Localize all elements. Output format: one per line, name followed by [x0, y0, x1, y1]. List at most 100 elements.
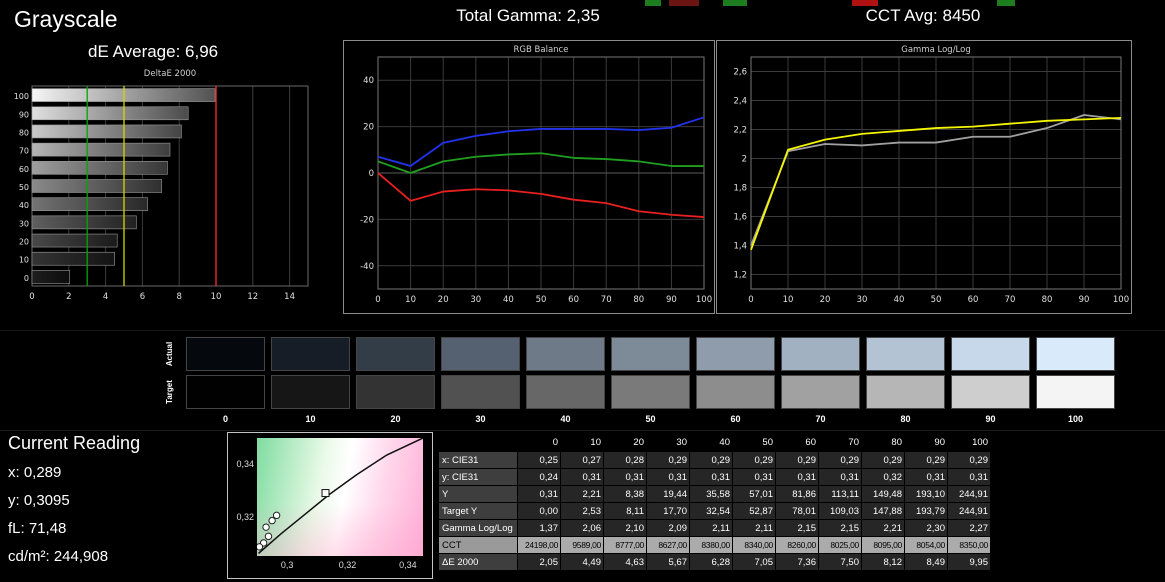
table-column-header: 60	[776, 433, 818, 451]
svg-text:0: 0	[29, 292, 34, 302]
svg-text:40: 40	[503, 295, 514, 305]
swatch-column-label: 0	[222, 414, 228, 424]
swatch-column-label: 10	[305, 414, 316, 424]
table-cell: 0,28	[604, 452, 646, 468]
table-row-label: x: CIE31	[439, 452, 517, 468]
swatch-column-label: 20	[390, 414, 401, 424]
svg-text:0: 0	[748, 295, 753, 305]
table-cell: 0,31	[518, 486, 560, 502]
table-cell: 81,86	[776, 486, 818, 502]
table-cell: 2,11	[733, 520, 775, 536]
table-cell: 244,91	[948, 486, 990, 502]
table-cell: 0,25	[518, 452, 560, 468]
table-cell: 149,48	[862, 486, 904, 502]
svg-text:100: 100	[14, 92, 29, 101]
svg-text:100: 100	[1113, 295, 1129, 305]
swatch-column: 50	[611, 337, 690, 427]
svg-text:10: 10	[19, 256, 29, 265]
actual-swatch	[951, 337, 1030, 371]
table-cell: 0,29	[690, 452, 732, 468]
table-cell: 2,11	[690, 520, 732, 536]
target-swatch	[781, 375, 860, 409]
table-cell: 0,29	[948, 452, 990, 468]
reading-x-value: x: 0,289	[8, 464, 62, 481]
table-cell: 6,28	[690, 554, 732, 570]
svg-text:20: 20	[19, 238, 29, 247]
svg-text:6: 6	[140, 292, 145, 302]
de-average-label: dE Average: 6,96	[88, 42, 219, 61]
cie-x-tick-label: 0,34	[399, 560, 417, 570]
svg-text:20: 20	[363, 123, 374, 133]
svg-text:40: 40	[363, 76, 374, 86]
svg-text:70: 70	[601, 295, 612, 305]
table-cell: 8095,00	[862, 537, 904, 553]
table-cell: 2,27	[948, 520, 990, 536]
cie-markers-overlay	[257, 438, 423, 554]
table-cell: 0,29	[819, 452, 861, 468]
table-cell: 109,03	[819, 503, 861, 519]
target-swatch	[866, 375, 945, 409]
svg-text:80: 80	[633, 295, 644, 305]
svg-text:DeltaE 2000: DeltaE 2000	[144, 69, 196, 79]
table-row-label: Gamma Log/Log	[439, 520, 517, 536]
table-column-header: 40	[690, 433, 732, 451]
page-title: Grayscale	[14, 6, 118, 32]
svg-text:30: 30	[470, 295, 481, 305]
cie-gamut-background	[257, 438, 423, 556]
swatch-column: 20	[356, 337, 435, 427]
svg-text:RGB Balance: RGB Balance	[514, 45, 569, 55]
table-header-row: 0 10 20 30 40 50 60 70 80 90 100	[439, 433, 990, 451]
table-cell: 19,44	[647, 486, 689, 502]
actual-swatch	[781, 337, 860, 371]
table-row: y: CIE31 0,24 0,31 0,31 0,31 0,31 0,31 0,31 0,31…	[439, 469, 990, 485]
table-cell: 2,15	[776, 520, 818, 536]
swatch-column-label: 70	[815, 414, 826, 424]
reading-fl-value: fL: 71,48	[8, 520, 67, 537]
actual-swatch	[356, 337, 435, 371]
target-swatch	[951, 375, 1030, 409]
table-cell: 2,21	[862, 520, 904, 536]
swatch-grid: 0 10 20 30 40 50 60 70 80 90 100	[186, 337, 1115, 427]
svg-text:70: 70	[19, 147, 29, 156]
table-cell: 7,36	[776, 554, 818, 570]
table-cell: 9589,00	[561, 537, 603, 553]
svg-text:20: 20	[820, 295, 831, 305]
table-cell: 8340,00	[733, 537, 775, 553]
table-column-header: 80	[862, 433, 904, 451]
table-cell: 0,00	[518, 503, 560, 519]
table-cell: 0,29	[776, 452, 818, 468]
svg-text:8: 8	[176, 292, 181, 302]
table-cell: 7,05	[733, 554, 775, 570]
table-cell: 0,27	[561, 452, 603, 468]
target-row-label: Target	[165, 380, 174, 404]
table-cell: 0,31	[776, 469, 818, 485]
table-cell: 1,37	[518, 520, 560, 536]
cie-y-tick-label: 0,32	[236, 511, 254, 522]
table-column-header: 30	[647, 433, 689, 451]
svg-text:14: 14	[284, 292, 295, 302]
table-row-label: Y	[439, 486, 517, 502]
svg-text:50: 50	[19, 183, 29, 192]
cie-chromaticity-chart: 0,34 0,32 0,3 0,32 0,34	[227, 432, 433, 579]
table-cell: 8025,00	[819, 537, 861, 553]
table-column-header: 0	[518, 433, 560, 451]
table-cell: 7,50	[819, 554, 861, 570]
total-gamma-label: Total Gamma: 2,35	[456, 6, 600, 25]
table-cell: 244,91	[948, 503, 990, 519]
target-swatch	[1036, 375, 1115, 409]
top-edge-mark	[997, 0, 1015, 6]
svg-text:1,2: 1,2	[733, 271, 747, 281]
svg-text:90: 90	[1079, 295, 1090, 305]
svg-text:2: 2	[742, 155, 747, 165]
cie-x-tick-label: 0,3	[280, 560, 294, 570]
table-column-header: 90	[905, 433, 947, 451]
svg-text:80: 80	[1042, 295, 1053, 305]
svg-text:40: 40	[19, 201, 29, 210]
table-row-label: ΔE 2000	[439, 554, 517, 570]
svg-text:60: 60	[19, 165, 29, 174]
table-cell: 8,38	[604, 486, 646, 502]
current-reading-title: Current Reading	[8, 433, 141, 453]
target-swatch	[271, 375, 350, 409]
svg-text:10: 10	[783, 295, 794, 305]
